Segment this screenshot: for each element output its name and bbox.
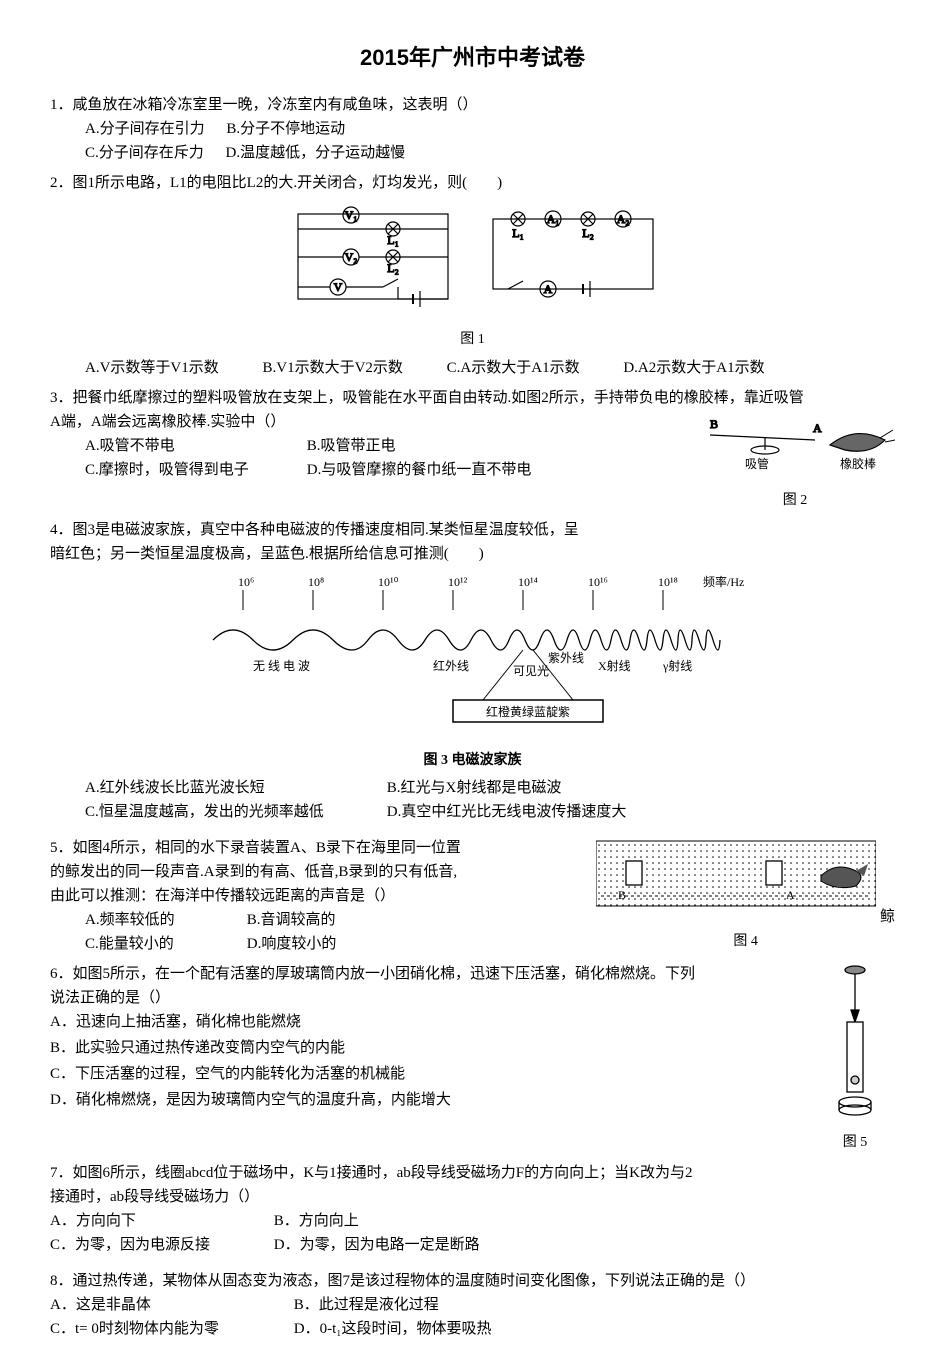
svg-text:10⁸: 10⁸ bbox=[308, 575, 324, 589]
svg-text:B: B bbox=[618, 888, 626, 902]
svg-text:紫外线: 紫外线 bbox=[548, 651, 584, 665]
q1-option-c: C.分子间存在斥力 bbox=[85, 141, 204, 165]
q5-stem-3: 由此可以推测：在海洋中传播较远距离的声音是（） bbox=[50, 884, 596, 908]
svg-text:V: V bbox=[333, 280, 342, 294]
svg-text:L₁: L₁ bbox=[512, 226, 524, 240]
fig2-straw-label: 吸管 bbox=[745, 456, 769, 471]
q4-option-d: D.真空中红光比无线电波传播速度大 bbox=[387, 800, 627, 824]
q4-stem-2: 暗红色；另一类恒星温度极高，呈蓝色.根据所给信息可推测( ) bbox=[50, 542, 895, 566]
svg-text:10¹²: 10¹² bbox=[448, 575, 468, 589]
q1-option-b: B.分子不停地运动 bbox=[226, 117, 345, 141]
q5-option-d: D.响度较小的 bbox=[247, 932, 337, 956]
svg-text:A₂: A₂ bbox=[616, 212, 629, 226]
svg-text:A: A bbox=[813, 421, 822, 435]
q5-stem-1: 5．如图4所示，相同的水下录音装置A、B录下在海里同一位置 bbox=[50, 836, 596, 860]
question-7: 7．如图6所示，线圈abcd位于磁场中，K与1接通时，ab段导线受磁场力F的方向… bbox=[50, 1161, 895, 1257]
q7-option-c: C．为零，因为电源反接 bbox=[50, 1233, 270, 1257]
q7-option-b: B．方向向上 bbox=[274, 1213, 359, 1229]
q3-option-b: B.吸管带正电 bbox=[307, 434, 396, 458]
q7-stem-2: 接通时，ab段导线受磁场力（） bbox=[50, 1185, 895, 1209]
q2-option-c: C.A示数大于A1示数 bbox=[447, 356, 580, 380]
question-2: 2．图1所示电路，L1的电阻比L2的大.开关闭合，灯均发光，则( ) V₁ L₁… bbox=[50, 171, 895, 379]
q7-stem-1: 7．如图6所示，线圈abcd位于磁场中，K与1接通时，ab段导线受磁场力F的方向… bbox=[50, 1161, 895, 1185]
fig5-label: 图 5 bbox=[815, 1132, 895, 1154]
q3-stem-2: A端，A端会远离橡胶棒.实验中（） bbox=[50, 410, 695, 434]
q1-stem: 1．咸鱼放在冰箱冷冻室里一晚，冷冻室内有咸鱼味，这表明（） bbox=[50, 93, 895, 117]
svg-text:V₁: V₁ bbox=[344, 208, 357, 222]
svg-text:L₁: L₁ bbox=[387, 233, 399, 247]
q2-option-b: B.V1示数大于V2示数 bbox=[263, 356, 403, 380]
question-4: 4．图3是电磁波家族，真空中各种电磁波的传播速度相同.某类恒星温度较低，呈 暗红… bbox=[50, 518, 895, 824]
q6-option-b: B．此实验只通过热传递改变筒内空气的内能 bbox=[50, 1036, 895, 1060]
svg-text:10¹⁰: 10¹⁰ bbox=[378, 575, 399, 589]
svg-text:10¹⁴: 10¹⁴ bbox=[518, 575, 538, 589]
q5-option-a: A.频率较低的 bbox=[85, 908, 225, 932]
svg-text:V₂: V₂ bbox=[344, 250, 357, 264]
q6-option-a: A．迅速向上抽活塞，硝化棉也能燃烧 bbox=[50, 1010, 895, 1034]
figure-3: 10⁶ 10⁸ 10¹⁰ 10¹² 10¹⁴ 10¹⁶ 10¹⁸ 频率/Hz 无… bbox=[50, 570, 895, 772]
q3-option-a: A.吸管不带电 bbox=[85, 434, 285, 458]
svg-text:A: A bbox=[786, 888, 795, 902]
q4-option-c: C.恒星温度越高，发出的光频率越低 bbox=[85, 800, 365, 824]
q2-stem: 2．图1所示电路，L1的电阻比L2的大.开关闭合，灯均发光，则( ) bbox=[50, 171, 895, 195]
q3-option-d: D.与吸管摩擦的餐巾纸一直不带电 bbox=[307, 458, 532, 482]
svg-text:可见光: 可见光 bbox=[513, 664, 549, 678]
q4-option-b: B.红光与X射线都是电磁波 bbox=[387, 776, 562, 800]
q8-option-b: B．此过程是液化过程 bbox=[294, 1297, 439, 1313]
svg-text:A: A bbox=[543, 282, 552, 296]
question-8: 8．通过热传递，某物体从固态变为液态，图7是该过程物体的温度随时间变化图像，下列… bbox=[50, 1269, 895, 1341]
q8-stem: 8．通过热传递，某物体从固态变为液态，图7是该过程物体的温度随时间变化图像，下列… bbox=[50, 1269, 895, 1293]
page-title: 2015年广州市中考试卷 bbox=[50, 40, 895, 75]
q6-option-c: C．下压活塞的过程，空气的内能转化为活塞的机械能 bbox=[50, 1062, 895, 1086]
svg-text:红橙黄绿蓝靛紫: 红橙黄绿蓝靛紫 bbox=[485, 704, 569, 719]
svg-text:10⁶: 10⁶ bbox=[238, 575, 254, 589]
fig4-label: 图 4 bbox=[596, 931, 895, 953]
q4-stem-1: 4．图3是电磁波家族，真空中各种电磁波的传播速度相同.某类恒星温度较低，呈 bbox=[50, 518, 895, 542]
fig1-label: 图 1 bbox=[50, 329, 895, 351]
figure-1: V₁ L₁ V₂ L₂ V L₁ bbox=[50, 199, 895, 351]
q6-stem-1: 6．如图5所示，在一个配有活塞的厚玻璃筒内放一小团硝化棉，迅速下压活塞，硝化棉燃… bbox=[50, 962, 895, 986]
figure-2: B A 吸管 橡胶棒 图 2 bbox=[695, 410, 895, 512]
fig3-label: 图 3 电磁波家族 bbox=[50, 750, 895, 772]
q6-stem-2: 说法正确的是（） bbox=[50, 986, 895, 1010]
q5-option-b: B.音调较高的 bbox=[247, 908, 336, 932]
q2-option-d: D.A2示数大于A1示数 bbox=[623, 356, 764, 380]
fig2-label: 图 2 bbox=[695, 490, 895, 512]
question-3: 3．把餐巾纸摩擦过的塑料吸管放在支架上，吸管能在水平面自由转动.如图2所示，手持… bbox=[50, 386, 895, 512]
q8-option-c: C．t= 0时刻物体内能为零 bbox=[50, 1317, 290, 1341]
fig2-rod-label: 橡胶棒 bbox=[840, 456, 876, 471]
q7-option-d: D．为零，因为电路一定是断路 bbox=[274, 1237, 480, 1253]
svg-text:X射线: X射线 bbox=[598, 658, 631, 673]
svg-text:红外线: 红外线 bbox=[433, 658, 469, 673]
question-5: 5．如图4所示，相同的水下录音装置A、B录下在海里同一位置 的鲸发出的同一段声音… bbox=[50, 836, 895, 956]
svg-text:L₂: L₂ bbox=[582, 226, 594, 240]
q5-option-c: C.能量较小的 bbox=[85, 932, 225, 956]
q3-option-c: C.摩擦时，吸管得到电子 bbox=[85, 458, 285, 482]
svg-text:10¹⁶: 10¹⁶ bbox=[588, 575, 608, 589]
q7-option-a: A．方向向下 bbox=[50, 1209, 270, 1233]
question-1: 1．咸鱼放在冰箱冷冻室里一晚，冷冻室内有咸鱼味，这表明（） A.分子间存在引力 … bbox=[50, 93, 895, 165]
q8-option-d: D．0-t₁这段时间，物体要吸热 bbox=[294, 1321, 492, 1337]
q1-option-d: D.温度越低，分子运动越慢 bbox=[226, 141, 406, 165]
q6-option-d: D．硝化棉燃烧，是因为玻璃筒内空气的温度升高，内能增大 bbox=[50, 1088, 895, 1112]
figure-5: 图 5 bbox=[815, 962, 895, 1154]
svg-text:A₁: A₁ bbox=[546, 212, 559, 226]
q1-option-a: A.分子间存在引力 bbox=[85, 117, 205, 141]
q4-option-a: A.红外线波长比蓝光波长短 bbox=[85, 776, 365, 800]
svg-text:10¹⁸: 10¹⁸ bbox=[658, 575, 678, 589]
q3-stem-1: 3．把餐巾纸摩擦过的塑料吸管放在支架上，吸管能在水平面自由转动.如图2所示，手持… bbox=[50, 386, 895, 410]
q5-stem-2: 的鲸发出的同一段声音.A录到的有高、低音,B录到的只有低音, bbox=[50, 860, 596, 884]
q2-option-a: A.V示数等于V1示数 bbox=[85, 356, 219, 380]
svg-text:B: B bbox=[710, 417, 718, 431]
question-6: 图 5 6．如图5所示，在一个配有活塞的厚玻璃筒内放一小团硝化棉，迅速下压活塞，… bbox=[50, 962, 895, 1154]
svg-text:无 线 电 波: 无 线 电 波 bbox=[253, 659, 310, 673]
svg-text:L₂: L₂ bbox=[387, 261, 399, 275]
q8-option-a: A．这是非晶体 bbox=[50, 1293, 290, 1317]
svg-text:频率/Hz: 频率/Hz bbox=[703, 574, 744, 589]
svg-text:γ射线: γ射线 bbox=[662, 658, 692, 673]
figure-4: BA 鲸 图 4 bbox=[596, 836, 895, 956]
